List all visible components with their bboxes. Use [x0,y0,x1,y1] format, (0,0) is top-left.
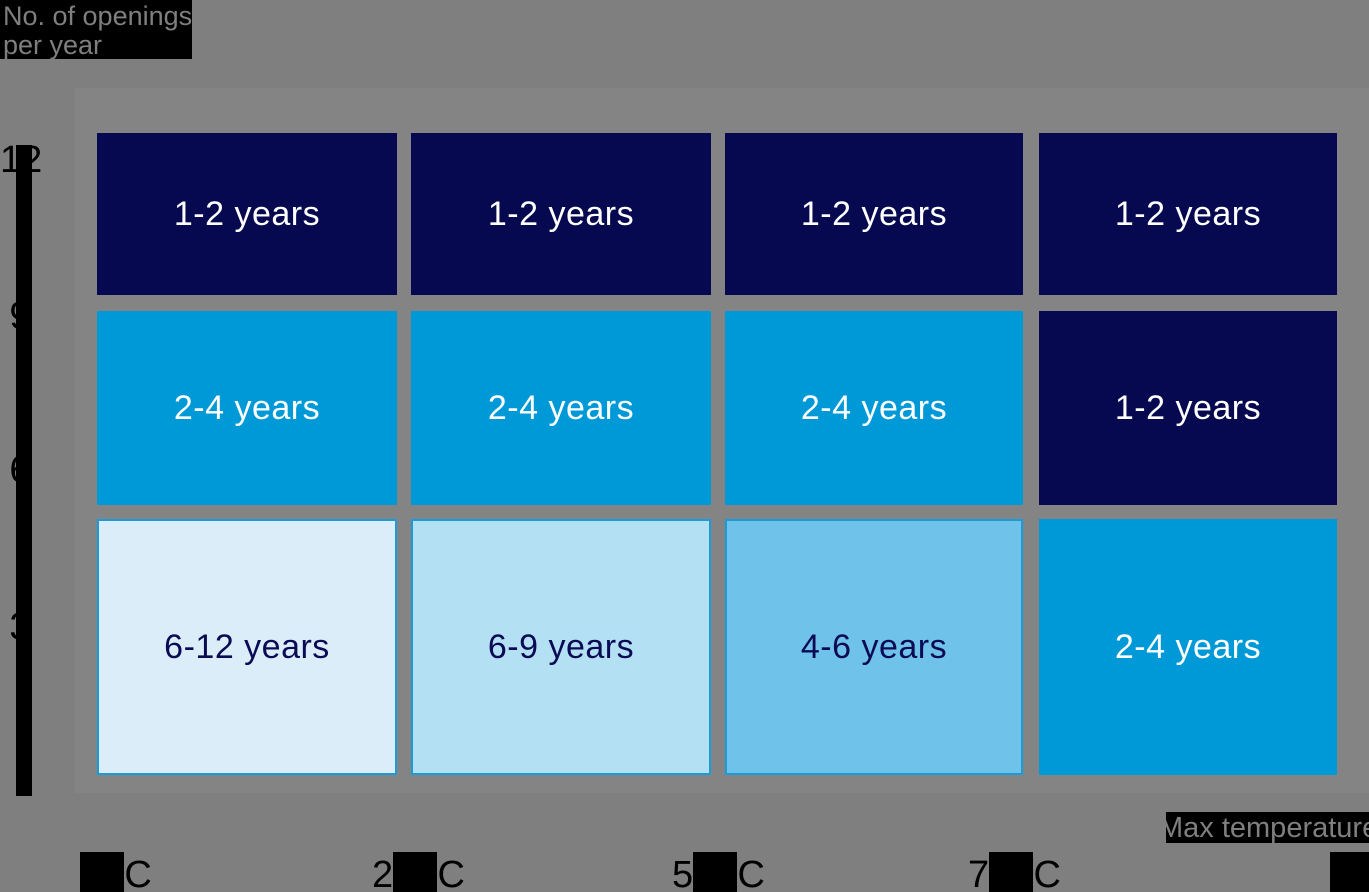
x-tick-label-75c: 7 5° C [968,852,1061,892]
y-axis-title: No. of openings per year [3,2,203,60]
cell-label: 1-2 years [800,194,948,233]
cell-label: 2-4 years [1114,627,1262,666]
y-axis-title-line2: per year [3,30,103,60]
heatmap-cell-r1c2: 1-2 years [411,133,711,295]
tick-text: C [737,854,765,892]
redaction-box: 100°C [1330,852,1369,892]
cell-label: 2-4 years [800,388,948,427]
x-tick-label-0c: 0° C [80,852,152,892]
x-tick-label-25c: 2 5° C [372,852,465,892]
y-axis-title-line1: No. of openings [3,1,193,31]
y-axis-bar [16,145,32,796]
cell-label: 1-2 years [173,194,321,233]
cell-label: 2-4 years [173,388,321,427]
tick-text: C [437,854,465,892]
cell-label: 6-12 years [164,627,330,666]
redaction-box: 5° [989,852,1034,892]
cell-label: 4-6 years [800,627,948,666]
tick-text: C [124,854,152,892]
heatmap-cell-r2c3: 2-4 years [725,311,1023,505]
x-axis-title-box [1166,812,1369,843]
cell-label: 6-9 years [487,627,635,666]
heatmap-cell-r1c4: 1-2 years [1039,133,1337,295]
cell-label: 2-4 years [487,388,635,427]
cell-label: 1-2 years [487,194,635,233]
heatmap-cell-r2c1: 2-4 years [97,311,397,505]
x-tick-label-100c: 100°C [1330,852,1369,892]
heatmap-cell-r3c4: 2-4 years [1039,519,1337,775]
cell-label: 1-2 years [1114,194,1262,233]
heatmap-cell-r3c3: 4-6 years [725,519,1023,775]
heatmap-cell-r2c2: 2-4 years [411,311,711,505]
redaction-box: 0° [80,852,125,892]
tick-text: 7 [968,854,990,892]
tick-text: 5 [672,854,694,892]
heatmap-cell-r1c1: 1-2 years [97,133,397,295]
tick-text: 2 [372,854,394,892]
y-axis-title-box [0,0,192,59]
x-tick-label-50c: 5 0° C [672,852,765,892]
tick-text: C [1033,854,1061,892]
heatmap-cell-r3c1: 6-12 years [97,519,397,775]
x-axis-title: Max temperature [1159,812,1369,844]
redaction-box: 5° [393,852,438,892]
redaction-box: 0° [693,852,738,892]
heatmap-cell-r1c3: 1-2 years [725,133,1023,295]
heatmap-cell-r3c2: 6-9 years [411,519,711,775]
heatmap-cell-r2c4: 1-2 years [1039,311,1337,505]
cell-label: 1-2 years [1114,388,1262,427]
